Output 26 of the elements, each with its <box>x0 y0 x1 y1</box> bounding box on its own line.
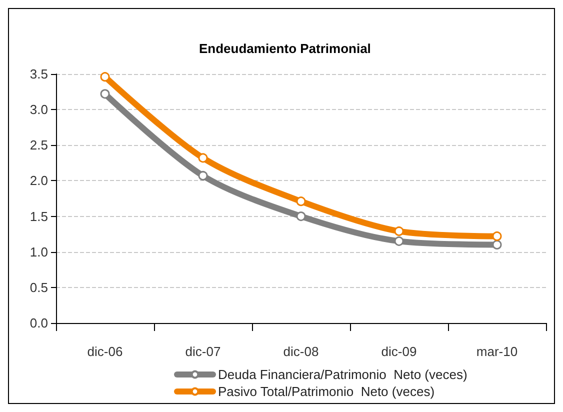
y-tick-label: 0.0 <box>30 316 48 330</box>
y-tick-label: 1.5 <box>30 208 48 224</box>
x-tick-label: mar-10 <box>476 344 518 359</box>
point <box>492 231 502 241</box>
y-tick-label: 1.0 <box>30 244 48 260</box>
x-tick-label: dic-09 <box>381 344 417 359</box>
y-tick-label: 3.5 <box>30 66 48 82</box>
point <box>394 226 404 236</box>
legend-label: Deuda Financiera/Patrimonio Neto (veces) <box>218 367 468 382</box>
x-tick-label: dic-08 <box>283 344 319 359</box>
point <box>394 236 404 246</box>
point <box>198 170 208 180</box>
x-tick-label: dic-06 <box>87 344 123 359</box>
x-tick-label: dic-07 <box>185 344 221 359</box>
point <box>492 240 502 250</box>
point <box>198 153 208 163</box>
point <box>100 72 110 82</box>
point <box>296 196 306 206</box>
y-tick-label: 0.5 <box>30 280 48 295</box>
legend-label: Pasivo Total/Patrimonio Neto (veces) <box>218 384 435 399</box>
point <box>296 212 306 222</box>
y-tick-label: 3.0 <box>30 102 48 118</box>
y-tick-label: 2.5 <box>30 138 48 153</box>
chart-title: Endeudamiento Patrimonial <box>199 41 371 56</box>
y-tick-label: 2.0 <box>30 173 48 188</box>
point <box>100 89 110 99</box>
